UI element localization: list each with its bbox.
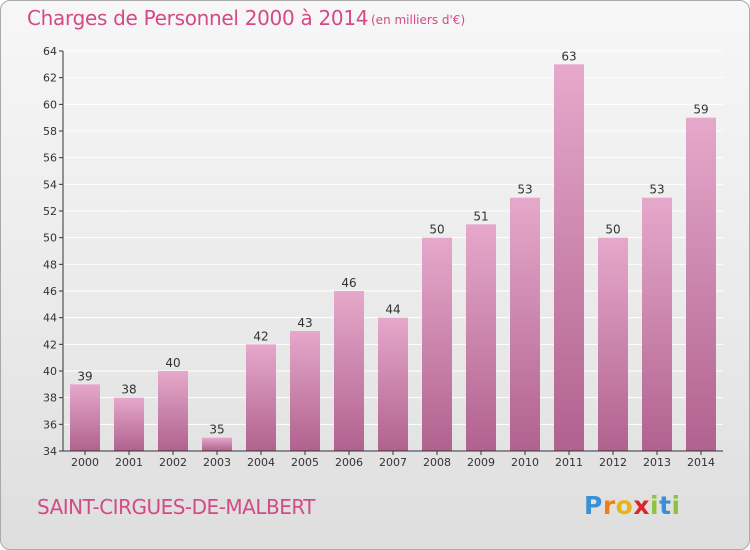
chart-title: Charges de Personnel 2000 à 2014 [27,6,369,30]
x-tick-label: 2003 [203,456,231,469]
y-tick-label: 64 [43,45,57,58]
data-label: 53 [649,183,664,197]
x-tick-label: 2008 [423,456,451,469]
x-tick-label: 2009 [467,456,495,469]
bar [70,384,100,451]
bar [598,237,628,451]
y-tick-label: 52 [43,205,57,218]
data-label: 50 [605,223,620,237]
logo-letter: i [671,491,681,520]
data-label: 59 [693,103,708,117]
bar [686,117,716,452]
bar [510,197,540,451]
x-tick-label: 2000 [71,456,99,469]
data-label: 63 [561,49,576,63]
data-label: 51 [473,209,488,223]
chart-subtitle: (en milliers d'€) [371,13,466,27]
data-label: 44 [385,303,400,317]
bar [642,197,672,451]
y-tick-label: 48 [43,258,57,271]
y-tick-label: 38 [43,392,57,405]
proxiti-logo: Proxiti [584,491,681,520]
x-tick-label: 2002 [159,456,187,469]
y-tick-label: 60 [43,98,57,111]
data-label: 38 [121,383,136,397]
x-tick-label: 2007 [379,456,407,469]
y-tick-label: 50 [43,232,57,245]
x-tick-label: 2014 [687,456,715,469]
bar [114,397,144,451]
x-tick-label: 2001 [115,456,143,469]
logo-letter: P [584,491,603,520]
y-tick-label: 36 [43,418,57,431]
y-tick-label: 62 [43,72,57,85]
y-tick-label: 54 [43,178,57,191]
x-tick-label: 2010 [511,456,539,469]
bar [290,331,320,451]
bar [158,371,188,451]
logo-letter: o [615,491,634,520]
y-tick-label: 40 [43,365,57,378]
y-tick-label: 56 [43,152,57,165]
data-label: 39 [77,369,92,383]
data-label: 42 [253,329,268,343]
x-tick-label: 2005 [291,456,319,469]
data-label: 35 [209,423,224,437]
x-tick-label: 2004 [247,456,275,469]
bar [466,224,496,451]
bar [334,291,364,451]
x-tick-label: 2012 [599,456,627,469]
bar [554,64,584,452]
y-tick-label: 44 [43,312,57,325]
logo-letter: x [633,491,650,520]
logo-letter: i [650,491,660,520]
data-label: 50 [429,223,444,237]
data-label: 46 [341,276,356,290]
y-tick-label: 58 [43,125,57,138]
y-tick-label: 42 [43,338,57,351]
y-tick-label: 34 [43,445,57,458]
x-tick-label: 2006 [335,456,363,469]
data-label: 53 [517,183,532,197]
data-label: 43 [297,316,312,330]
commune-name: SAINT-CIRGUES-DE-MALBERT [37,495,316,519]
y-tick-label: 46 [43,285,57,298]
logo-letter: r [602,491,616,520]
bar [202,437,232,451]
x-tick-label: 2011 [555,456,583,469]
logo-letter: t [659,491,672,520]
bar [422,237,452,451]
bar [378,317,408,451]
x-tick-label: 2013 [643,456,671,469]
bar [246,344,276,451]
data-label: 40 [165,356,180,370]
